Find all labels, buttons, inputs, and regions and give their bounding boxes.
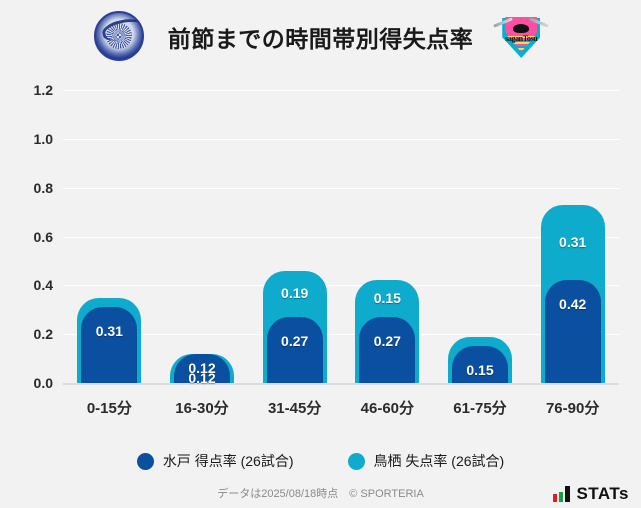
y-axis-tick-label: 0.2: [33, 326, 53, 343]
bar-value-label: 0.19: [281, 284, 309, 301]
bar-group[interactable]: 0.31 0-15分: [63, 90, 156, 417]
stats-logo-text: STATs: [576, 484, 629, 503]
gridline: [63, 334, 619, 336]
y-axis-tick-label: 1.2: [33, 82, 53, 98]
sagan-tosu-wordmark: saganTosu: [505, 34, 538, 43]
y-axis-tick-label: 0.8: [33, 179, 53, 196]
bar-value-label: 0.31: [95, 323, 123, 340]
legend-item[interactable]: 鳥栖 失点率 (26試合): [347, 451, 505, 471]
y-axis-tick-label: 0.4: [33, 277, 53, 294]
data-source-note: データは2025/08/18時点 © SPORTERIA: [217, 488, 424, 500]
y-axis-tick-label: 0.6: [33, 228, 53, 245]
legend-label: 鳥栖 失点率 (26試合): [373, 453, 505, 469]
bar-mito-scored[interactable]: [173, 353, 230, 383]
gridline: [63, 90, 619, 91]
gridline: [63, 285, 619, 287]
chart-legend: 水戸 得点率 (26試合) 鳥栖 失点率 (26試合): [0, 446, 641, 476]
legend-dot-icon: [347, 452, 365, 470]
gridline: [63, 383, 619, 385]
stats-logo: STATs: [553, 484, 629, 504]
gridline: [63, 187, 619, 189]
page-title: 前節までの時間帯別得失点率: [167, 26, 474, 52]
plot-area: 0.0 0.2 0.4 0.6 0.8 1.0 1.2 0.31 0-15分 0.12 0.12 16…: [0, 74, 641, 417]
stats-logo-marks-icon: [553, 486, 571, 502]
y-axis-tick-label: 0.0: [33, 375, 53, 391]
bar-value-label: 0.12: [188, 369, 216, 386]
bar-mito-scored[interactable]: [544, 280, 601, 383]
mito-hollyhock-logo-icon: [93, 11, 146, 63]
x-axis-tick-label: 61-75分: [453, 400, 507, 417]
bar-group[interactable]: 0.12 0.12 16-30分: [156, 90, 249, 417]
legend-label: 水戸 得点率 (26試合): [162, 453, 294, 469]
bar-mito-scored[interactable]: [266, 317, 323, 383]
bar-mito-scored[interactable]: [451, 346, 508, 383]
bar-value-label: 0.27: [373, 333, 401, 350]
plot-inner: 0.0 0.2 0.4 0.6 0.8 1.0 1.2 0.31 0-15分 0.12 0.12 16…: [34, 82, 619, 417]
bar-value-label: 0.27: [281, 333, 309, 350]
x-axis-tick-label: 76-90分: [545, 400, 600, 417]
bar-value-label: 0.15: [373, 289, 401, 306]
chart-header: 前節までの時間帯別得失点率 saganTosu: [0, 0, 641, 74]
bar-value-label: 0.42: [559, 296, 587, 313]
gridline: [63, 138, 619, 140]
bar-group[interactable]: 0.15 0.27 46-60分: [341, 90, 434, 417]
x-axis-tick-label: 31-45分: [267, 400, 322, 417]
bar-mito-scored[interactable]: [81, 307, 138, 383]
bar-group[interactable]: 0.19 0.27 31-45分: [248, 90, 341, 417]
bar-value-label: 0.12: [188, 359, 216, 376]
legend-dot-icon: [136, 452, 154, 470]
chart-footer: データは2025/08/18時点 © SPORTERIA STATs: [0, 482, 641, 508]
legend-item[interactable]: 水戸 得点率 (26試合): [136, 451, 294, 471]
gridline: [63, 236, 619, 238]
bar-group[interactable]: 0.15 61-75分: [434, 90, 527, 417]
x-axis-tick-label: 46-60分: [360, 400, 415, 417]
y-axis-tick-label: 1.0: [33, 130, 53, 147]
bar-mito-scored[interactable]: [359, 317, 416, 383]
bar-value-label: 0.31: [559, 233, 587, 250]
x-axis-tick-label: 0-15分: [86, 400, 132, 417]
x-axis-tick-label: 16-30分: [175, 400, 229, 417]
sagan-tosu-logo-icon: saganTosu: [493, 12, 550, 62]
bar-group[interactable]: 0.31 0.42 76-90分: [526, 90, 619, 417]
bar-value-label: 0.15: [466, 362, 494, 379]
